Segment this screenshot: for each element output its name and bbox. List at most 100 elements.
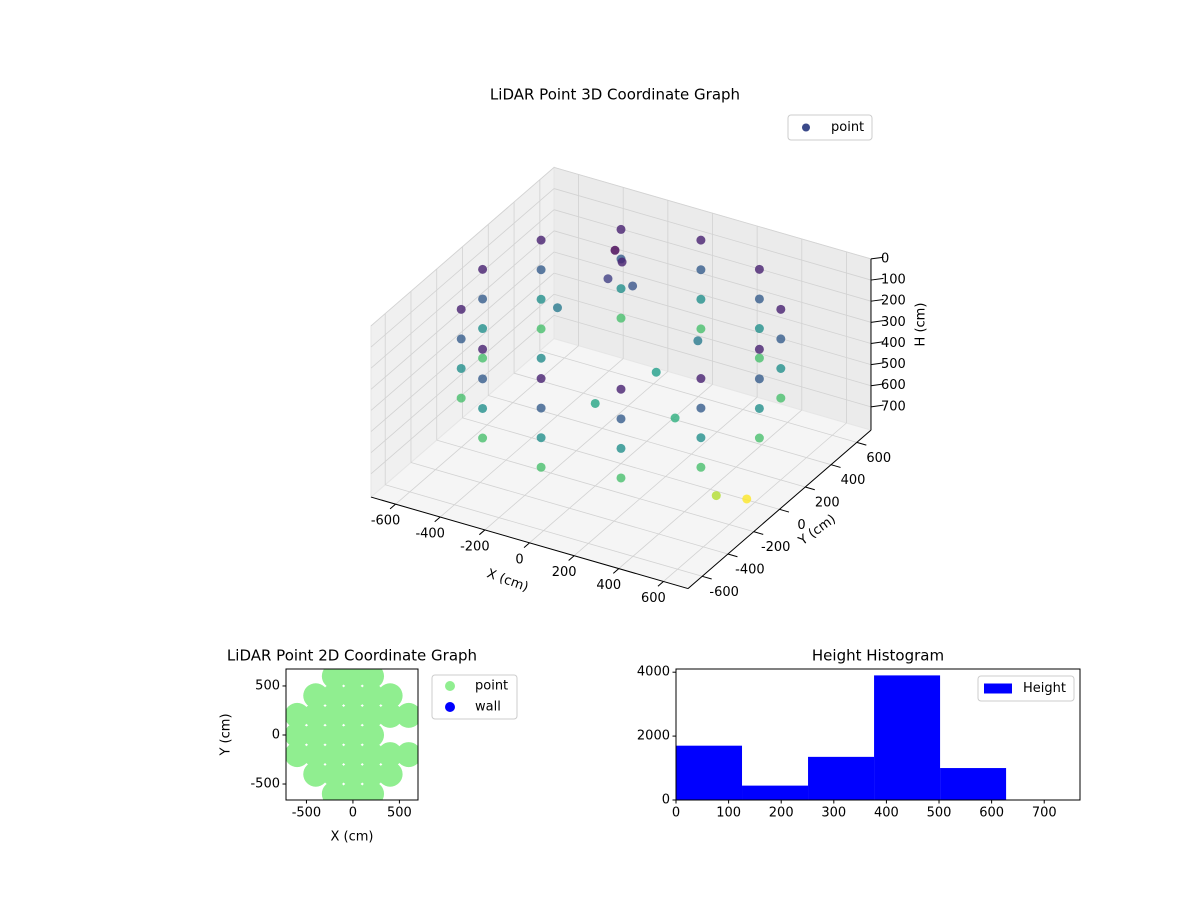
x-tick-label: 0	[672, 806, 680, 821]
y-tick-label: 200	[815, 496, 840, 511]
point	[628, 281, 638, 291]
point	[303, 722, 329, 748]
point	[340, 683, 366, 709]
point	[696, 324, 706, 334]
point	[616, 473, 626, 483]
y-tick	[779, 508, 790, 513]
x-tick-label: 200	[552, 565, 577, 580]
x-tick-label: -400	[415, 527, 445, 542]
bar	[874, 675, 941, 800]
grid-line	[553, 251, 872, 344]
point	[536, 433, 546, 443]
point	[478, 433, 488, 443]
y-tick-label: 0	[797, 518, 805, 533]
bar	[676, 745, 743, 800]
point	[359, 761, 385, 787]
point	[776, 363, 786, 373]
z-tick	[870, 404, 884, 408]
point	[754, 433, 764, 443]
point	[670, 413, 680, 423]
x-tick-label: 500	[387, 806, 412, 821]
x-axis	[370, 496, 689, 590]
point	[456, 393, 466, 403]
point	[536, 403, 546, 413]
legend: Height	[977, 675, 1075, 702]
x-tick-label: 700	[1032, 806, 1057, 821]
grid-line	[370, 272, 555, 432]
grid-line	[385, 484, 703, 577]
point	[776, 334, 786, 344]
point	[340, 722, 366, 748]
point	[478, 344, 488, 354]
legend-marker	[802, 123, 810, 132]
bar	[808, 756, 875, 800]
z-tick-label: 0	[881, 251, 889, 266]
y-axis-label: Y (cm)	[219, 713, 234, 756]
y-tick-label: -500	[250, 777, 280, 792]
point	[754, 403, 764, 413]
point	[340, 669, 366, 689]
point	[359, 722, 385, 748]
point	[321, 742, 347, 768]
x-tick-label: -500	[292, 806, 322, 821]
legend-label: point	[831, 120, 864, 135]
point	[536, 374, 546, 384]
x-tick-label: 300	[821, 806, 846, 821]
grid-line	[370, 293, 555, 453]
x-tick	[612, 568, 620, 574]
y-tick	[727, 553, 738, 558]
y-tick-label: -200	[761, 540, 791, 555]
point	[696, 374, 706, 384]
legend-marker	[445, 702, 455, 712]
y-tick	[856, 441, 867, 446]
grid-line	[410, 462, 729, 555]
y-tick-label: -600	[709, 585, 739, 600]
point	[478, 403, 488, 413]
point	[696, 235, 706, 245]
point	[536, 324, 546, 334]
x-tick	[568, 555, 575, 561]
z-tick-label: 300	[881, 315, 906, 330]
point	[303, 702, 329, 728]
point	[552, 303, 562, 313]
y-tick	[805, 486, 815, 491]
point	[616, 313, 626, 323]
y-tick-label: 0	[662, 793, 670, 808]
chart-title: Height Histogram	[812, 647, 944, 665]
y-tick-label: 2000	[637, 729, 670, 744]
point	[754, 324, 764, 334]
x-tick	[523, 542, 530, 548]
point	[340, 742, 366, 768]
point	[616, 224, 626, 234]
point	[616, 443, 626, 453]
grid-line	[553, 167, 872, 260]
z-tick-label: 700	[881, 399, 906, 414]
grid-line	[370, 209, 555, 369]
grid-line	[553, 188, 872, 281]
legend: point	[787, 114, 873, 141]
point	[286, 742, 310, 768]
legend-label: wall	[475, 700, 501, 715]
x-tick-label: 600	[979, 806, 1004, 821]
grid-line	[370, 188, 555, 348]
chart-title: LiDAR Point 2D Coordinate Graph	[227, 647, 477, 665]
z-tick-label: 400	[881, 336, 906, 351]
x-tick-label: 500	[927, 806, 952, 821]
x-tick-label: -600	[371, 514, 401, 529]
z-tick	[870, 383, 884, 387]
grid-line	[553, 314, 872, 408]
z-tick	[870, 256, 884, 260]
z-tick-label: 500	[881, 357, 906, 372]
legend-label: point	[475, 679, 508, 694]
y-tick-label: 4000	[637, 665, 670, 680]
y-tick-label: 600	[866, 451, 891, 466]
z-tick-label: 100	[881, 273, 906, 288]
axes-frame	[675, 668, 1081, 801]
point	[456, 363, 466, 373]
z-tick-label: 200	[881, 294, 906, 309]
point	[321, 761, 347, 787]
point	[340, 761, 366, 787]
x-tick-label: 0	[349, 806, 357, 821]
x-tick-label: 600	[641, 591, 666, 606]
y-tick	[702, 575, 712, 580]
